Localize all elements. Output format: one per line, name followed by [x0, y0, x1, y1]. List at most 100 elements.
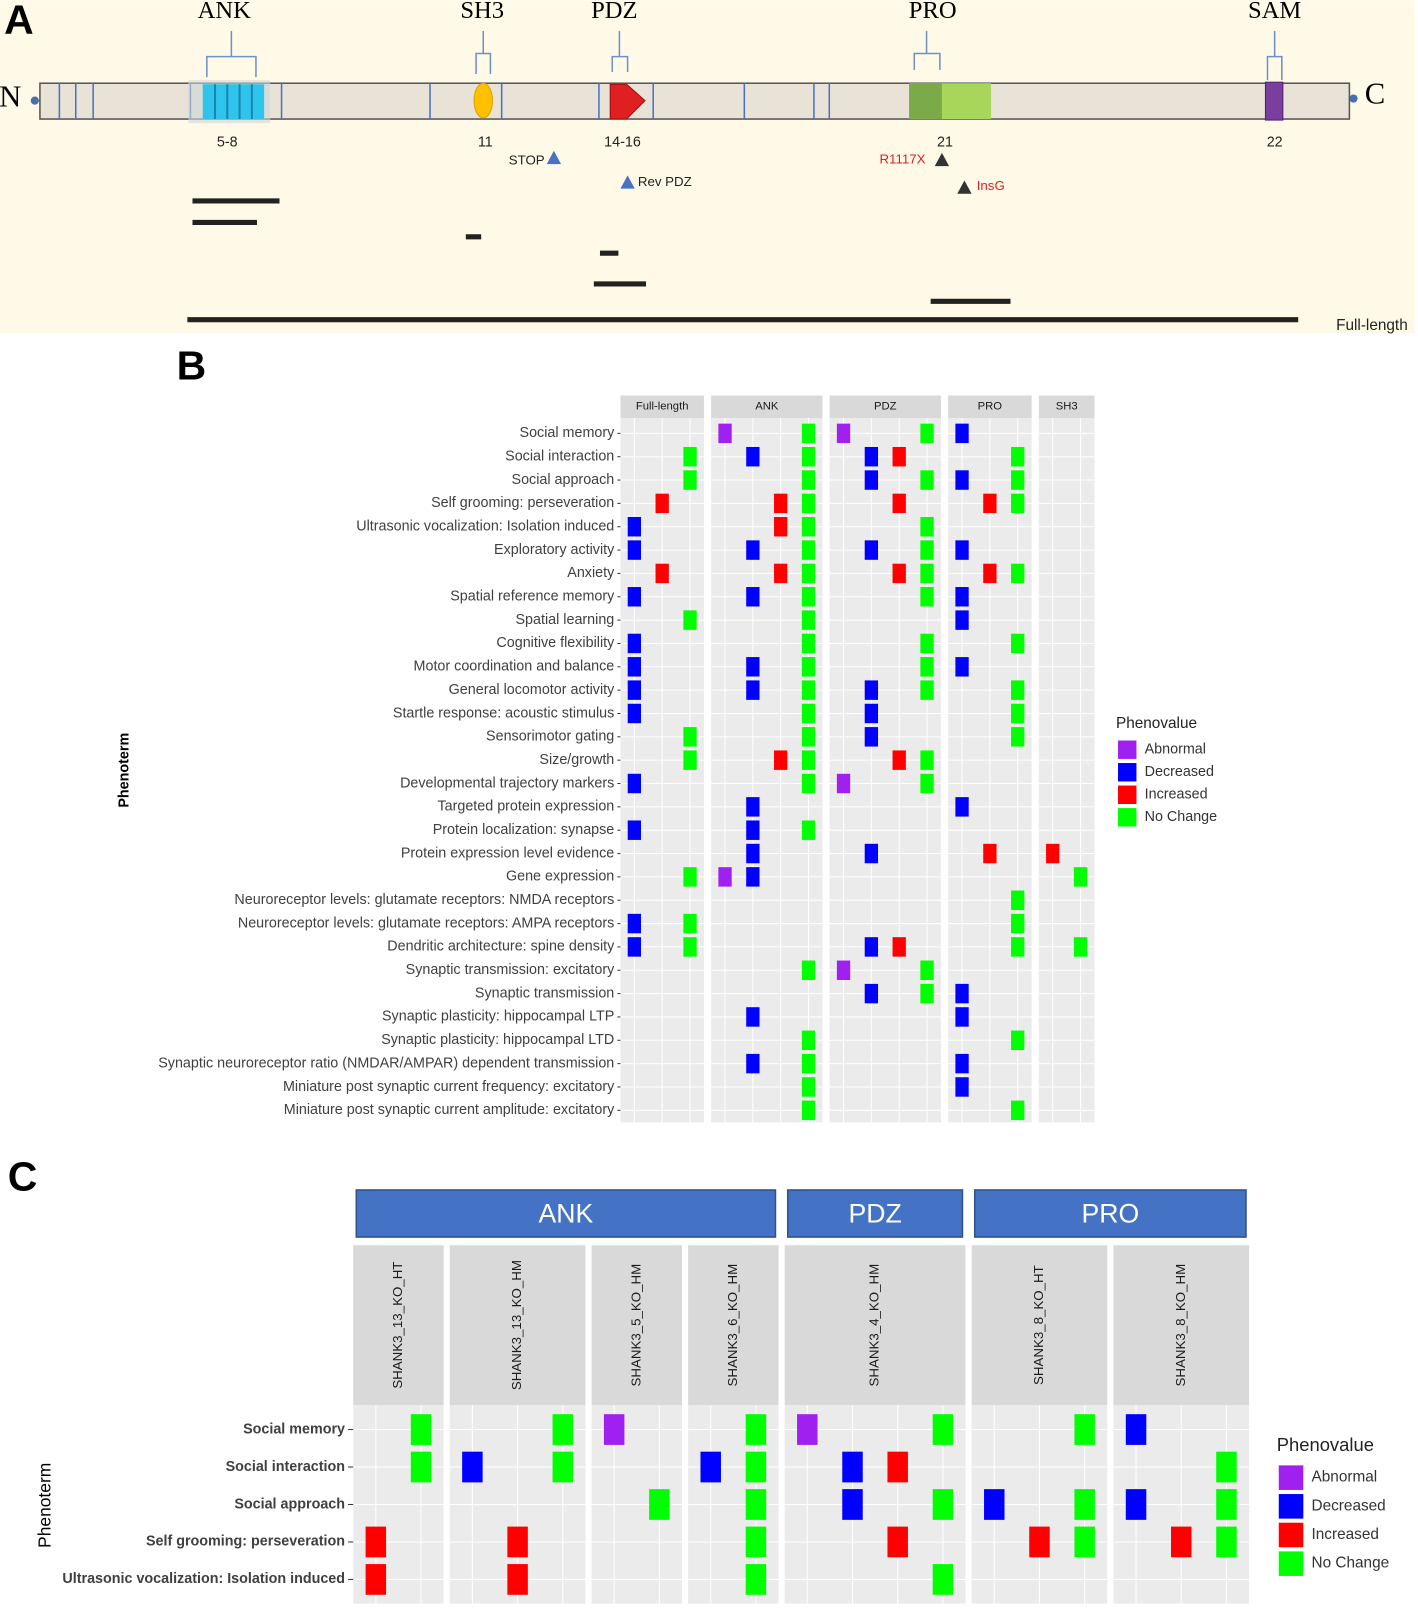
tile — [718, 423, 732, 444]
legend-swatch — [1118, 763, 1137, 782]
tile — [627, 540, 642, 560]
tile — [801, 727, 816, 747]
tile — [1125, 1414, 1147, 1445]
tile — [836, 423, 851, 444]
term-label: Social interaction — [226, 1459, 345, 1475]
tile — [683, 470, 697, 490]
tile — [892, 493, 906, 514]
tile — [1011, 937, 1025, 957]
facet-label: SH3 — [1056, 401, 1078, 413]
legend-swatch — [1118, 808, 1137, 827]
mutation-marker — [957, 180, 972, 194]
term-label: General locomotor activity — [449, 682, 615, 698]
term-label: Neuroreceptor levels: glutamate receptor… — [238, 915, 614, 931]
tile — [627, 680, 642, 700]
domain-label: SAM — [1248, 0, 1301, 24]
tile — [683, 610, 697, 630]
tile — [955, 540, 969, 560]
tile — [410, 1451, 432, 1483]
facet-label: SHANK3_4_KO_HM — [867, 1264, 882, 1387]
facet-label: Full-length — [636, 401, 689, 413]
term-label: Cognitive flexibility — [496, 635, 615, 651]
tile — [627, 633, 642, 654]
mutation-marker — [934, 152, 950, 167]
tile — [1073, 867, 1088, 887]
tile — [683, 867, 697, 887]
exon-label: 22 — [1267, 134, 1283, 150]
tile — [718, 867, 732, 887]
tile — [983, 843, 997, 864]
facet-label: ANK — [755, 401, 779, 413]
tile — [801, 563, 816, 584]
tile — [745, 1564, 767, 1595]
tile — [683, 446, 697, 467]
tile — [864, 703, 879, 724]
tile — [627, 517, 642, 537]
tile — [746, 1053, 760, 1074]
term-label: Sensorimotor gating — [486, 729, 614, 745]
tile — [836, 773, 851, 794]
legend-title: Phenovalue — [1116, 715, 1197, 732]
tile — [801, 470, 816, 490]
legend-label: Abnormal — [1312, 1469, 1378, 1486]
tile — [864, 843, 879, 864]
tile — [1216, 1489, 1237, 1520]
tile — [1171, 1526, 1192, 1558]
term-label: Synaptic transmission — [475, 985, 614, 1001]
tile — [655, 493, 669, 514]
tile — [1074, 1489, 1095, 1520]
tile — [864, 470, 879, 490]
tile — [507, 1526, 528, 1558]
term-label: Spatial learning — [516, 612, 615, 628]
tile — [864, 983, 879, 1004]
tile — [920, 587, 934, 607]
tile — [801, 960, 816, 980]
facet-strip — [948, 395, 1032, 419]
tile — [887, 1451, 908, 1483]
tile — [683, 727, 697, 747]
domain-label: PRO — [909, 0, 957, 24]
legend-swatch — [1278, 1522, 1304, 1548]
tile — [1011, 493, 1025, 514]
term-label: Gene expression — [506, 869, 614, 885]
mutation-marker — [546, 150, 562, 165]
tile — [1216, 1451, 1237, 1483]
tile — [801, 587, 816, 607]
term-label: Synaptic transmission: excitatory — [406, 962, 615, 978]
term-label: Synaptic neuroreceptor ratio (NMDAR/AMPA… — [158, 1055, 614, 1071]
tile — [932, 1564, 954, 1595]
domain-brackets — [206, 30, 1283, 81]
facet-label: SHANK3_8_KO_HM — [1173, 1264, 1188, 1387]
tile — [842, 1489, 863, 1520]
legend-swatch — [1278, 1551, 1304, 1576]
tile — [801, 703, 816, 724]
tile — [801, 1100, 816, 1121]
tile — [920, 680, 934, 700]
mutation-marker — [620, 175, 635, 189]
tile — [836, 960, 851, 980]
facet-strip — [688, 1245, 779, 1405]
tile — [1011, 680, 1025, 700]
term-label: Social approach — [234, 1496, 345, 1512]
c-terminus: C — [1365, 77, 1385, 111]
term-label: Exploratory activity — [494, 542, 615, 558]
tile — [745, 1451, 767, 1483]
term-label: Social memory — [520, 425, 616, 441]
tile — [746, 867, 760, 887]
tile — [920, 657, 934, 677]
tile — [801, 493, 816, 514]
tile — [797, 1414, 818, 1445]
tile — [801, 540, 816, 560]
legend-swatch — [1278, 1465, 1304, 1490]
group-label: PRO — [1082, 1199, 1140, 1229]
pdz-domain — [609, 83, 646, 120]
term-label: Protein expression level evidence — [401, 845, 614, 861]
ank-repeats — [213, 84, 253, 120]
tile — [746, 587, 760, 607]
sh3-domain — [473, 82, 493, 119]
tile — [1011, 703, 1025, 724]
tile — [683, 913, 697, 934]
term-label: Ultrasonic vocalization: Isolation induc… — [62, 1571, 345, 1587]
tile — [746, 446, 760, 467]
exon-label: 14-16 — [604, 134, 641, 150]
